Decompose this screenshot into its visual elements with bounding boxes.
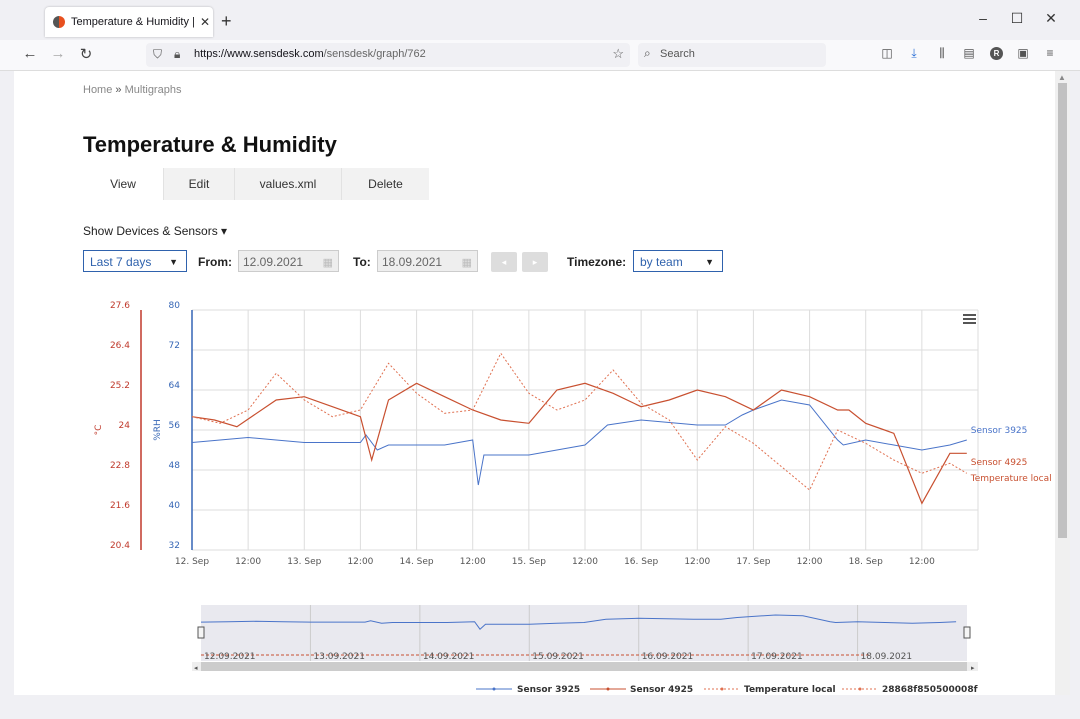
browser-nav-bar: ← → ↻ ⛉ 🔒︎ https://www.sensdesk.com/sens…: [0, 40, 1080, 71]
url-bar[interactable]: ⛉ 🔒︎ https://www.sensdesk.com/sensdesk/g…: [146, 43, 630, 67]
close-window-icon[interactable]: ✕: [1045, 10, 1057, 26]
chevron-down-icon: ▼: [169, 257, 178, 267]
breadcrumb-home[interactable]: Home: [83, 84, 113, 96]
tab-delete[interactable]: Delete: [368, 177, 403, 191]
reload-icon[interactable]: ↻: [79, 46, 93, 63]
timezone-label: Timezone:: [567, 255, 627, 269]
breadcrumb-separator: »: [115, 84, 122, 96]
tab-values-xml[interactable]: values.xml: [235, 168, 342, 200]
search-placeholder: Search: [660, 48, 695, 60]
back-icon[interactable]: ←: [22, 45, 38, 62]
maximize-icon[interactable]: ☐: [1010, 10, 1024, 26]
minimize-icon[interactable]: –: [979, 10, 987, 26]
from-label: From:: [198, 255, 232, 269]
url-text: https://www.sensdesk.com/sensdesk/graph/…: [194, 48, 426, 60]
bookmark-star-icon[interactable]: ☆: [612, 46, 624, 61]
tab-view[interactable]: View: [83, 168, 164, 200]
search-icon: ⌕: [644, 46, 651, 60]
lock-icon[interactable]: 🔒︎: [174, 47, 181, 61]
to-date-value: 18.09.2021: [382, 255, 443, 269]
calendar-icon[interactable]: ▦: [322, 257, 333, 269]
pocket-icon[interactable]: ◫: [881, 46, 893, 60]
library-icon[interactable]: ⫼: [939, 46, 945, 60]
show-devices-toggle[interactable]: Show Devices & Sensors ▾: [83, 224, 228, 238]
breadcrumb-current[interactable]: Multigraphs: [124, 84, 182, 96]
browser-tab-title: Temperature & Humidity | Sens: [71, 16, 197, 28]
page-scrollbar[interactable]: ▲: [1055, 71, 1070, 695]
from-date-value: 12.09.2021: [243, 255, 304, 269]
sidebar-icon[interactable]: ▤: [963, 46, 975, 60]
menu-hamburger-icon[interactable]: ≡: [1046, 46, 1054, 60]
scroll-up-icon[interactable]: ▲: [1058, 73, 1066, 82]
to-label: To:: [353, 255, 371, 269]
account-avatar[interactable]: R: [990, 47, 1003, 60]
scrollbar-thumb[interactable]: [1058, 83, 1067, 538]
site-favicon-icon: [53, 16, 65, 28]
downloads-icon[interactable]: ⤓: [911, 46, 917, 60]
screenshot-icon[interactable]: ▣: [1017, 46, 1029, 60]
timezone-select[interactable]: by team ▼: [633, 250, 723, 272]
browser-tab-bar: Temperature & Humidity | Sens ✕ + – ☐ ✕: [0, 0, 1080, 40]
forward-icon[interactable]: →: [50, 45, 66, 62]
timezone-select-value: by team: [640, 255, 683, 269]
new-tab-icon[interactable]: +: [221, 11, 232, 31]
range-select[interactable]: Last 7 days ▼: [83, 250, 187, 272]
chevron-down-icon: ▼: [705, 257, 714, 267]
next-period-button[interactable]: ▸: [522, 252, 548, 272]
range-select-value: Last 7 days: [90, 255, 152, 269]
calendar-icon[interactable]: ▦: [461, 257, 472, 269]
tracking-shield-icon[interactable]: ⛉: [153, 47, 163, 61]
search-box[interactable]: ⌕ Search: [638, 43, 826, 67]
browser-tab[interactable]: Temperature & Humidity | Sens ✕: [45, 7, 213, 37]
prev-period-button[interactable]: ◂: [491, 252, 517, 272]
close-tab-icon[interactable]: ✕: [199, 15, 211, 29]
tab-edit[interactable]: Edit: [164, 168, 235, 200]
page-title: Temperature & Humidity: [83, 132, 337, 157]
from-date-field[interactable]: 12.09.2021 ▦: [238, 250, 339, 272]
page-content: [14, 71, 1055, 695]
breadcrumb: Home » Multigraphs: [83, 84, 181, 96]
page-tabs: View Edit values.xml Delete: [83, 168, 429, 200]
to-date-field[interactable]: 18.09.2021 ▦: [377, 250, 478, 272]
